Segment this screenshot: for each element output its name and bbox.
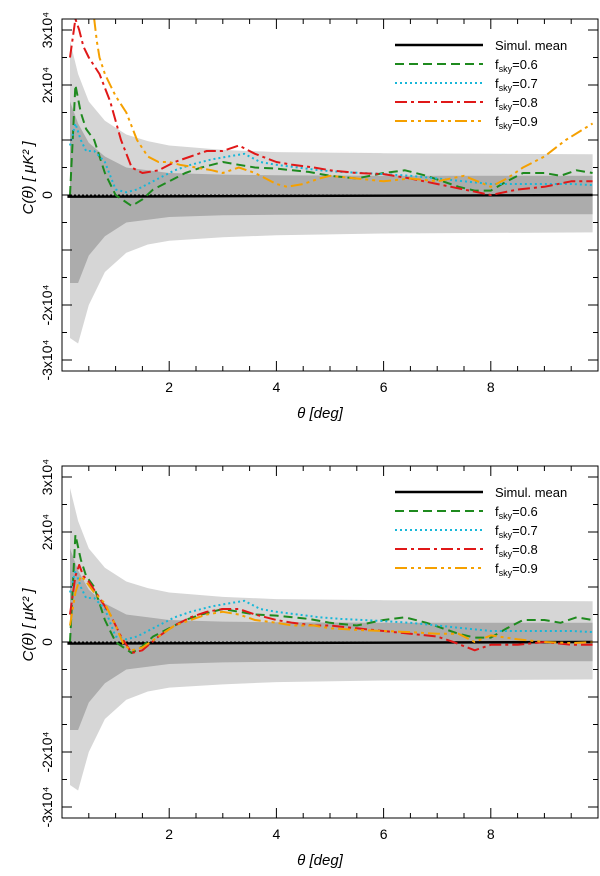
y-tick-label: 2x10⁴ xyxy=(39,67,55,103)
x-tick-label: 8 xyxy=(487,826,495,842)
legend-label-2: fsky=0.7 xyxy=(495,76,538,93)
y-axis-title: C(θ) [ μK² ] xyxy=(20,588,37,662)
legend-label-4: fsky=0.9 xyxy=(495,114,538,131)
series-line-2 xyxy=(69,569,593,641)
y-tick-label: 3x10⁴ xyxy=(39,459,55,495)
series-line-0 xyxy=(67,640,593,645)
y-tick-label: -3x10⁴ xyxy=(39,786,55,827)
y-tick-label: 3x10⁴ xyxy=(39,12,55,48)
y-tick-label: 2x10⁴ xyxy=(39,514,55,550)
series-line-0 xyxy=(67,193,593,198)
y-tick-label: 0 xyxy=(39,638,55,646)
legend-label-1: fsky=0.6 xyxy=(495,57,538,74)
plot-area xyxy=(62,19,598,344)
series-line-3 xyxy=(69,564,593,654)
x-tick-label: 4 xyxy=(273,379,281,395)
legend-label-3: fsky=0.8 xyxy=(495,542,538,559)
inner-confidence-band xyxy=(70,548,593,730)
y-tick-label: 0 xyxy=(39,191,55,199)
series-line-1 xyxy=(69,533,593,654)
x-axis-title: θ [deg] xyxy=(297,405,343,422)
chart-panel-bottom: 2 4 6 8 -3x10⁴ -2x10⁴ 0 2x10⁴ 3x10⁴ θ [deg] C(θ) [… xyxy=(20,459,599,869)
inner-confidence-band xyxy=(70,101,593,283)
x-tick-label: 8 xyxy=(487,379,495,395)
x-tick-label: 6 xyxy=(380,379,388,395)
x-tick-label: 2 xyxy=(165,826,173,842)
plot-area xyxy=(62,488,598,791)
series-line-4 xyxy=(69,575,593,652)
y-tick-label: -2x10⁴ xyxy=(39,731,55,772)
y-tick-label: -3x10⁴ xyxy=(39,339,55,380)
legend-label-1: fsky=0.6 xyxy=(495,504,538,521)
legend-label-0: Simul. mean xyxy=(495,38,567,53)
legend: Simul. mean fsky=0.6 fsky=0.7 fsky=0.8 fsky=… xyxy=(395,485,567,578)
legend-label-0: Simul. mean xyxy=(495,485,567,500)
legend: Simul. mean fsky=0.6 fsky=0.7 fsky=0.8 fsky=… xyxy=(395,38,567,131)
legend-label-4: fsky=0.9 xyxy=(495,561,538,578)
series-line-4 xyxy=(93,19,594,188)
y-axis-title: C(θ) [ μK² ] xyxy=(20,141,37,215)
x-tick-label: 2 xyxy=(165,379,173,395)
x-tick-label: 6 xyxy=(380,826,388,842)
x-tick-label: 4 xyxy=(273,826,281,842)
series-line-3 xyxy=(69,19,593,196)
series-line-2 xyxy=(69,122,593,194)
chart-panel-top: 2 4 6 8 -3x10⁴ -2x10⁴ 0 2x10⁴ 3x10⁴ θ [deg] C(θ) [… xyxy=(20,12,599,422)
legend-label-2: fsky=0.7 xyxy=(495,523,538,540)
y-tick-label: -2x10⁴ xyxy=(39,284,55,325)
legend-label-3: fsky=0.8 xyxy=(495,95,538,112)
x-axis-title: θ [deg] xyxy=(297,852,343,869)
